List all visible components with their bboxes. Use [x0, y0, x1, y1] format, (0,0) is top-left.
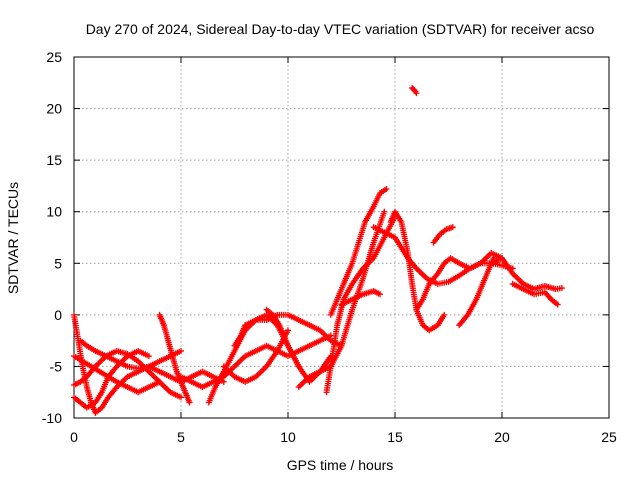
y-axis-label: SDTVAR / TECUs — [5, 182, 21, 294]
data-point — [558, 285, 565, 292]
x-tick-label: 5 — [177, 429, 185, 445]
data-point — [285, 327, 291, 334]
tick-labels: 0 5 10 15 20 25 -10 -5 0 5 10 15 20 25 — [42, 49, 617, 445]
data-point — [449, 224, 456, 231]
y-tick-label: -5 — [50, 358, 63, 374]
data-point — [145, 353, 152, 360]
plot-frame — [73, 56, 610, 419]
data-point — [220, 378, 227, 385]
y-tick-label: 25 — [46, 49, 62, 65]
y-tick-label: 5 — [54, 255, 62, 271]
series-track-17 — [387, 208, 448, 334]
series-track-5 — [71, 353, 163, 396]
data-point — [441, 311, 448, 318]
data-point — [186, 399, 193, 406]
data-point — [413, 90, 420, 97]
series-track-21 — [488, 255, 565, 293]
y-tick-label: 20 — [46, 101, 62, 117]
series-track-8 — [205, 311, 302, 406]
series-track-3 — [77, 337, 184, 372]
data-point — [381, 208, 388, 215]
x-axis-label: GPS time / hours — [287, 457, 394, 473]
x-tick-label: 25 — [601, 429, 617, 445]
y-tick-label: 15 — [46, 152, 62, 168]
series-track-4 — [71, 347, 152, 411]
x-tick-label: 0 — [70, 429, 78, 445]
series-track-19 — [430, 224, 456, 246]
series-track-14 — [327, 186, 390, 318]
chart-title: Day 270 of 2024, Sidereal Day-to-day VTE… — [86, 21, 595, 37]
y-tick-label: 0 — [54, 307, 62, 323]
data-marks — [71, 84, 565, 416]
x-tick-label: 15 — [387, 429, 403, 445]
axes-frame — [73, 56, 610, 419]
series-track-22 — [509, 280, 561, 308]
y-tick-label: -10 — [42, 410, 62, 426]
series-track-6 — [156, 311, 193, 406]
grid-lines — [74, 57, 609, 418]
data-point — [178, 347, 184, 354]
series-track-20 — [456, 255, 497, 329]
data-point — [383, 186, 390, 193]
data-point — [178, 394, 184, 401]
x-tick-label: 20 — [494, 429, 510, 445]
series-track-23 — [409, 84, 420, 97]
series-track-9 — [220, 327, 291, 385]
series-track-15 — [338, 288, 384, 308]
y-tick-label: 10 — [46, 204, 62, 220]
data-point — [377, 291, 384, 298]
x-tick-label: 10 — [280, 429, 296, 445]
data-point — [156, 378, 163, 385]
data-point — [554, 301, 561, 308]
series-track-11 — [263, 306, 334, 385]
